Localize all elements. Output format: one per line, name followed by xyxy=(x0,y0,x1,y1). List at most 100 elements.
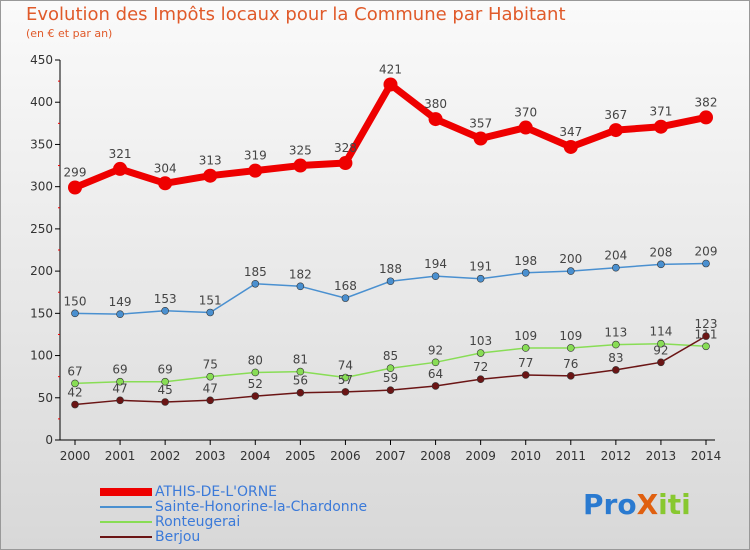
data-point xyxy=(248,163,263,178)
y-tick-label: 350 xyxy=(30,137,53,151)
data-label: 421 xyxy=(379,62,402,76)
data-label: 182 xyxy=(289,267,312,281)
x-tick-label: 2010 xyxy=(510,449,541,463)
data-point xyxy=(251,392,260,400)
y-tick-label: 250 xyxy=(30,222,53,236)
data-label: 109 xyxy=(514,329,537,343)
data-label: 371 xyxy=(649,105,672,119)
data-label: 92 xyxy=(653,343,668,357)
data-label: 370 xyxy=(514,106,537,120)
data-label: 367 xyxy=(604,108,627,122)
data-point xyxy=(251,368,260,377)
legend-item: ATHIS-DE-L'ORNE xyxy=(100,484,277,500)
data-label: 194 xyxy=(424,257,447,271)
data-point xyxy=(161,377,169,386)
legend-label: ATHIS-DE-L'ORNE xyxy=(155,484,278,500)
data-point xyxy=(386,277,395,286)
data-point xyxy=(702,259,710,268)
data-point xyxy=(116,377,124,386)
y-tick-label: 150 xyxy=(30,306,53,320)
data-label: 321 xyxy=(109,147,132,161)
data-point xyxy=(563,139,578,154)
data-point xyxy=(206,396,215,405)
data-point xyxy=(612,263,620,272)
legend-label: Ronteugerai xyxy=(155,514,241,530)
x-tick-label: 2003 xyxy=(195,449,226,463)
chart-subtitle: (en € et par an) xyxy=(26,27,113,40)
data-point xyxy=(341,388,350,396)
legend-item: Berjou xyxy=(100,529,200,545)
data-label: 42 xyxy=(67,386,82,400)
data-point xyxy=(521,344,530,352)
data-point xyxy=(608,123,623,138)
data-point xyxy=(566,267,575,275)
legend-swatch xyxy=(100,506,152,508)
series-1: 150 149 153 151 185 182 168 188 194 191 198 200 204 2… xyxy=(64,245,718,318)
data-point xyxy=(71,400,79,409)
series-3: 42 47 45 47 52 56 57 59 64 72 77 76 83 92 123 xyxy=(67,317,717,409)
data-label: 45 xyxy=(158,383,173,397)
data-point xyxy=(251,279,260,288)
data-label: 81 xyxy=(293,353,308,367)
data-point xyxy=(518,120,533,135)
data-label: 188 xyxy=(379,262,402,276)
data-label: 109 xyxy=(559,329,582,343)
data-label: 80 xyxy=(248,353,263,367)
data-point xyxy=(341,373,350,382)
x-tick-label: 2004 xyxy=(240,449,271,463)
x-tick-label: 2008 xyxy=(420,449,451,463)
legend-swatch xyxy=(100,536,152,538)
data-label: 59 xyxy=(383,371,398,385)
data-label: 153 xyxy=(154,292,177,306)
data-point xyxy=(431,358,440,367)
data-label: 83 xyxy=(608,351,623,365)
data-label: 204 xyxy=(604,249,627,263)
data-label: 57 xyxy=(338,373,353,387)
data-point xyxy=(116,310,124,318)
data-label: 64 xyxy=(428,367,443,381)
data-label: 198 xyxy=(514,254,537,268)
y-tick-label: 100 xyxy=(30,349,53,363)
data-point xyxy=(338,156,353,171)
data-label: 200 xyxy=(559,252,582,266)
y-tick-label: 400 xyxy=(30,95,53,109)
data-point xyxy=(476,349,485,357)
x-tick-label: 2002 xyxy=(150,449,181,463)
data-point xyxy=(203,168,218,183)
data-label: 299 xyxy=(64,166,87,180)
x-tick-label: 2013 xyxy=(646,449,677,463)
x-tick-label: 2001 xyxy=(105,449,136,463)
x-tick-label: 2014 xyxy=(691,449,722,463)
data-label: 85 xyxy=(383,349,398,363)
data-point xyxy=(473,131,488,146)
data-label: 313 xyxy=(199,154,222,168)
data-point xyxy=(161,398,169,406)
legend-item: Sainte-Honorine-la-Chardonne xyxy=(100,499,367,515)
data-point xyxy=(71,379,79,388)
data-label: 75 xyxy=(203,358,218,372)
x-tick-label: 2000 xyxy=(60,449,91,463)
x-tick-label: 2006 xyxy=(330,449,361,463)
x-tick-label: 2011 xyxy=(556,449,587,463)
data-label: 209 xyxy=(695,245,718,259)
data-point xyxy=(521,371,530,379)
data-point xyxy=(383,77,398,92)
data-label: 347 xyxy=(559,125,582,139)
data-label: 149 xyxy=(109,295,132,309)
data-label: 319 xyxy=(244,149,267,163)
data-label: 208 xyxy=(649,245,672,259)
data-point xyxy=(341,294,350,302)
series-2: 676969758081748592103109109113114111 xyxy=(67,325,717,388)
data-point xyxy=(206,372,215,381)
data-label: 72 xyxy=(473,360,488,374)
data-label: 168 xyxy=(334,279,357,293)
data-label: 357 xyxy=(469,117,492,131)
data-label: 328 xyxy=(334,141,357,155)
series-0: 299 321 304 313 319 325 328 421 380 357 370 347 367 3… xyxy=(64,62,717,195)
y-tick-label: 300 xyxy=(30,180,53,194)
data-label: 380 xyxy=(424,97,447,111)
legend-swatch xyxy=(100,521,152,523)
data-label: 113 xyxy=(604,326,627,340)
data-point xyxy=(521,268,530,277)
